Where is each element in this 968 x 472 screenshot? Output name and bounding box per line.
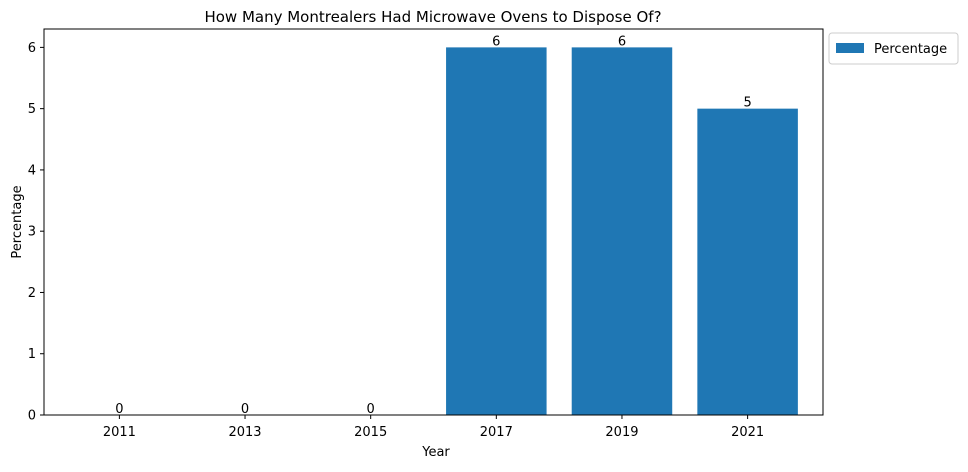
y-tick-label: 2 xyxy=(28,286,36,301)
chart-title: How Many Montrealers Had Microwave Ovens… xyxy=(204,8,661,26)
y-tick-label: 5 xyxy=(28,102,36,117)
y-axis-label: Percentage xyxy=(10,185,25,258)
bar-2021 xyxy=(697,108,798,416)
data-label-2021: 5 xyxy=(743,96,751,111)
x-ticks-layer: 2011 2013 2015 2017 2019 2021 xyxy=(103,415,764,440)
y-tick-label: 3 xyxy=(28,225,36,240)
bar-2019 xyxy=(571,47,673,415)
x-tick-label: 2017 xyxy=(480,425,513,440)
x-tick-label: 2011 xyxy=(103,425,136,440)
data-label-2013: 0 xyxy=(241,402,249,417)
legend-frame xyxy=(828,32,959,65)
data-label-2011: 0 xyxy=(115,402,123,417)
data-label-2015: 0 xyxy=(367,402,375,417)
data-label-2017: 6 xyxy=(492,34,500,49)
x-axis-label: Year xyxy=(421,445,450,460)
plot-frame xyxy=(43,28,824,416)
legend-swatch xyxy=(836,43,864,53)
y-tick-label: 1 xyxy=(28,347,36,362)
legend: Percentage xyxy=(828,32,959,65)
data-labels-layer: 0 0 0 6 6 5 xyxy=(115,34,752,417)
x-tick-label: 2019 xyxy=(605,425,638,440)
data-label-2019: 6 xyxy=(618,34,626,49)
y-tick-label: 0 xyxy=(28,409,36,424)
legend-entry-label: Percentage xyxy=(874,42,947,57)
x-tick-label: 2015 xyxy=(354,425,387,440)
y-ticks-layer: 0 1 2 3 4 5 6 xyxy=(28,41,44,424)
y-tick-label: 6 xyxy=(28,41,36,56)
x-tick-label: 2013 xyxy=(228,425,261,440)
x-tick-label: 2021 xyxy=(731,425,764,440)
y-tick-label: 4 xyxy=(28,163,36,178)
bar-2017 xyxy=(446,47,547,415)
bars-layer xyxy=(446,47,798,416)
